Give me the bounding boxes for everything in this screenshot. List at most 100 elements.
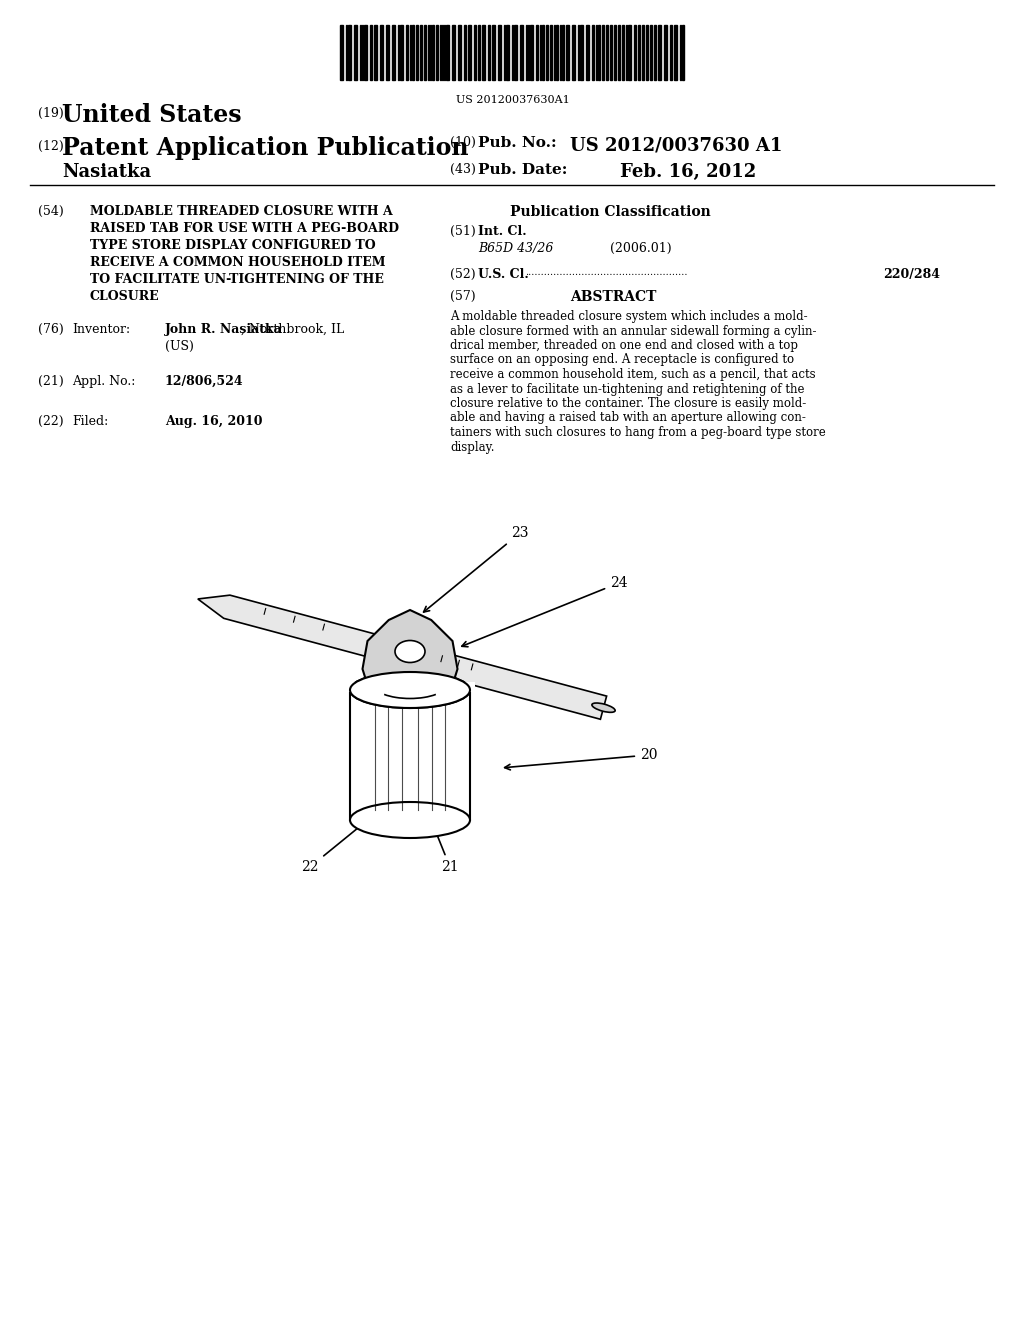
Text: Patent Application Publication: Patent Application Publication: [62, 136, 469, 160]
Text: B65D 43/26: B65D 43/26: [478, 242, 553, 255]
Text: 21: 21: [426, 809, 459, 874]
Text: (12): (12): [38, 140, 63, 153]
Ellipse shape: [350, 672, 470, 708]
Bar: [478, 25, 480, 81]
Text: US 20120037630A1: US 20120037630A1: [456, 95, 569, 106]
Bar: [674, 25, 677, 81]
Ellipse shape: [350, 803, 470, 838]
Polygon shape: [412, 645, 606, 719]
Bar: [458, 25, 461, 81]
Bar: [446, 25, 449, 81]
Bar: [664, 25, 667, 81]
Bar: [580, 25, 583, 81]
Bar: [464, 25, 466, 81]
Bar: [572, 25, 575, 81]
Text: (19): (19): [38, 107, 63, 120]
Polygon shape: [362, 610, 458, 685]
Bar: [586, 25, 589, 81]
Bar: [520, 25, 523, 81]
Text: A moldable threaded closure system which includes a mold-: A moldable threaded closure system which…: [450, 310, 808, 323]
Bar: [628, 25, 631, 81]
Bar: [658, 25, 662, 81]
Text: (21): (21): [38, 375, 63, 388]
Text: Pub. Date:: Pub. Date:: [478, 162, 567, 177]
Bar: [468, 25, 471, 81]
Text: drical member, threaded on one end and closed with a top: drical member, threaded on one end and c…: [450, 339, 798, 352]
Text: (US): (US): [165, 341, 194, 352]
Bar: [488, 25, 490, 81]
Text: 12/806,524: 12/806,524: [165, 375, 244, 388]
Text: Int. Cl.: Int. Cl.: [478, 224, 526, 238]
Text: US 2012/0037630 A1: US 2012/0037630 A1: [570, 136, 782, 154]
Ellipse shape: [350, 672, 470, 708]
Text: RECEIVE A COMMON HOUSEHOLD ITEM: RECEIVE A COMMON HOUSEHOLD ITEM: [90, 256, 385, 269]
Bar: [406, 25, 408, 81]
Text: as a lever to facilitate un-tightening and retightening of the: as a lever to facilitate un-tightening a…: [450, 383, 805, 396]
Bar: [380, 25, 383, 81]
Text: Aug. 16, 2010: Aug. 16, 2010: [165, 414, 262, 428]
Bar: [562, 25, 564, 81]
Text: receive a common household item, such as a pencil, that acts: receive a common household item, such as…: [450, 368, 816, 381]
Text: Feb. 16, 2012: Feb. 16, 2012: [620, 162, 757, 181]
Polygon shape: [345, 682, 475, 692]
Bar: [646, 25, 648, 81]
Bar: [392, 25, 395, 81]
Bar: [348, 25, 351, 81]
Bar: [506, 25, 509, 81]
Bar: [618, 25, 620, 81]
Bar: [642, 25, 644, 81]
Text: (57): (57): [450, 290, 475, 304]
Text: (22): (22): [38, 414, 63, 428]
Bar: [638, 25, 640, 81]
Bar: [622, 25, 624, 81]
Bar: [354, 25, 357, 81]
Bar: [370, 25, 372, 81]
Bar: [598, 25, 600, 81]
Bar: [474, 25, 476, 81]
Bar: [350, 690, 470, 820]
Bar: [670, 25, 672, 81]
Bar: [340, 25, 343, 81]
Text: 23: 23: [424, 525, 528, 612]
Bar: [416, 25, 418, 81]
Text: , Northbrook, IL: , Northbrook, IL: [165, 323, 344, 337]
Bar: [602, 25, 604, 81]
Text: Publication Classification: Publication Classification: [510, 205, 711, 219]
Text: Filed:: Filed:: [72, 414, 109, 428]
Bar: [614, 25, 616, 81]
Ellipse shape: [395, 640, 425, 663]
Ellipse shape: [592, 704, 615, 713]
Text: MOLDABLE THREADED CLOSURE WITH A: MOLDABLE THREADED CLOSURE WITH A: [90, 205, 393, 218]
Text: (43): (43): [450, 162, 476, 176]
Bar: [654, 25, 656, 81]
Bar: [634, 25, 636, 81]
Bar: [420, 25, 422, 81]
Text: (52): (52): [450, 268, 475, 281]
Bar: [556, 25, 558, 81]
Bar: [566, 25, 569, 81]
Bar: [606, 25, 608, 81]
Text: 20: 20: [505, 748, 657, 770]
Bar: [530, 25, 534, 81]
Text: (76): (76): [38, 323, 63, 337]
Text: TYPE STORE DISPLAY CONFIGURED TO: TYPE STORE DISPLAY CONFIGURED TO: [90, 239, 376, 252]
Text: ....................................................: ........................................…: [525, 268, 687, 277]
Text: U.S. Cl.: U.S. Cl.: [478, 268, 528, 281]
Bar: [610, 25, 612, 81]
Text: ABSTRACT: ABSTRACT: [570, 290, 656, 304]
Text: (2006.01): (2006.01): [610, 242, 672, 255]
Bar: [650, 25, 652, 81]
Text: tainers with such closures to hang from a peg-board type store: tainers with such closures to hang from …: [450, 426, 825, 440]
Bar: [432, 25, 434, 81]
Bar: [436, 25, 438, 81]
Bar: [400, 25, 403, 81]
Text: John R. Nasiatka: John R. Nasiatka: [165, 323, 283, 337]
Bar: [542, 25, 544, 81]
Bar: [412, 25, 414, 81]
Bar: [682, 25, 684, 81]
Text: Appl. No.:: Appl. No.:: [72, 375, 135, 388]
Text: RAISED TAB FOR USE WITH A PEG-BOARD: RAISED TAB FOR USE WITH A PEG-BOARD: [90, 222, 399, 235]
Text: Nasiatka: Nasiatka: [62, 162, 152, 181]
Bar: [386, 25, 389, 81]
Text: (10): (10): [450, 136, 476, 149]
